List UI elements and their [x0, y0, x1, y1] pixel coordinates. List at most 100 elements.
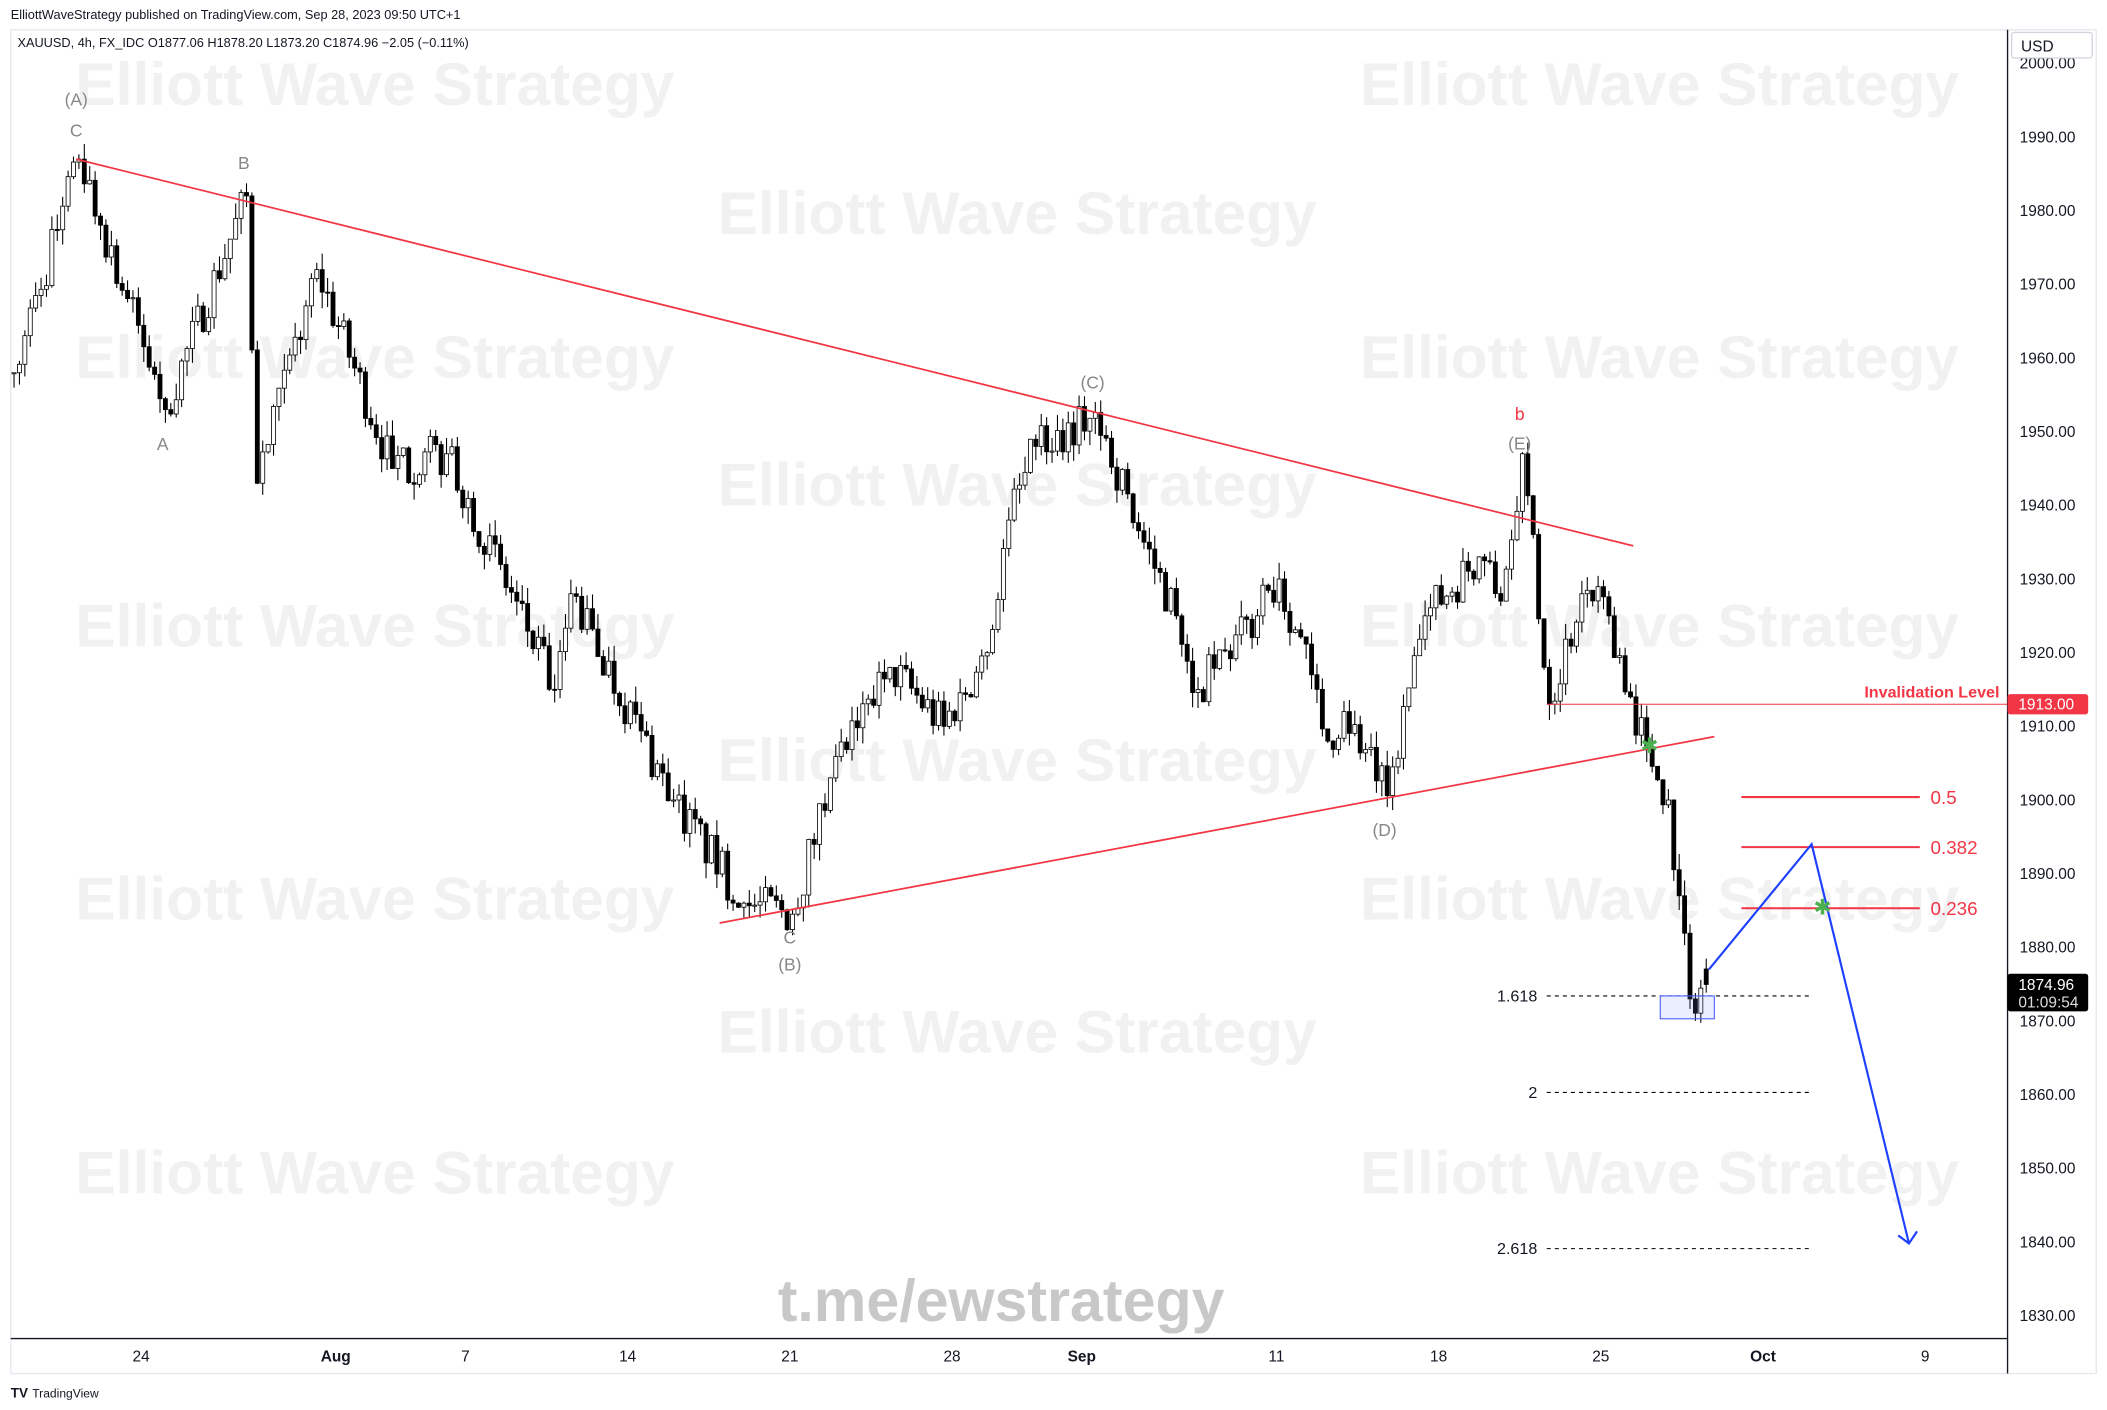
candle[interactable]: [1125, 462, 1131, 500]
candle[interactable]: [22, 330, 28, 377]
candle[interactable]: [757, 886, 763, 918]
candle[interactable]: [379, 425, 385, 473]
candle[interactable]: [579, 586, 585, 634]
candle[interactable]: [649, 725, 655, 781]
candle[interactable]: [1692, 993, 1698, 1021]
candle[interactable]: [254, 340, 260, 485]
candle[interactable]: [1114, 457, 1120, 503]
candle[interactable]: [206, 307, 212, 336]
candle[interactable]: [546, 632, 552, 691]
candle[interactable]: [1438, 574, 1444, 606]
candle[interactable]: [709, 834, 714, 865]
candle[interactable]: [54, 214, 60, 241]
candle[interactable]: [1638, 703, 1644, 746]
candle[interactable]: [671, 788, 677, 808]
candle[interactable]: [1152, 535, 1158, 585]
price-axis[interactable]: 2000.00 1990.00 1980.00 1970.00 1960.00 1950.…: [2007, 56, 2089, 1325]
candle[interactable]: [1633, 684, 1639, 745]
candle[interactable]: [563, 614, 568, 661]
candle[interactable]: [92, 171, 98, 225]
candle[interactable]: [973, 666, 979, 699]
candle[interactable]: [1287, 602, 1293, 646]
candle[interactable]: [1676, 854, 1682, 911]
candle[interactable]: [1119, 468, 1125, 496]
candle[interactable]: [644, 721, 649, 738]
candle[interactable]: [806, 838, 812, 908]
candle[interactable]: [1282, 571, 1287, 620]
candle[interactable]: [1314, 663, 1320, 704]
candle[interactable]: [368, 406, 374, 430]
candle[interactable]: [676, 784, 682, 814]
candle[interactable]: [1568, 632, 1574, 654]
target-box[interactable]: [1659, 995, 1715, 1020]
candle[interactable]: [190, 306, 195, 363]
candle[interactable]: [1374, 731, 1379, 793]
candle[interactable]: [1406, 687, 1412, 712]
candle[interactable]: [1482, 553, 1487, 577]
candle[interactable]: [1352, 710, 1358, 737]
candle[interactable]: [1098, 400, 1104, 451]
candle[interactable]: [665, 758, 671, 802]
candle[interactable]: [1071, 411, 1077, 461]
candle[interactable]: [703, 821, 709, 879]
candle[interactable]: [1363, 742, 1369, 762]
candle[interactable]: [71, 156, 76, 180]
candle[interactable]: [817, 803, 822, 861]
candle[interactable]: [465, 490, 471, 524]
candle[interactable]: [514, 580, 520, 616]
candle[interactable]: [1276, 562, 1282, 611]
candle[interactable]: [1525, 442, 1531, 506]
candle[interactable]: [1055, 415, 1060, 457]
candle[interactable]: [968, 691, 974, 698]
candle[interactable]: [184, 346, 190, 376]
candle[interactable]: [1536, 528, 1542, 625]
candle[interactable]: [65, 170, 71, 212]
candle[interactable]: [1428, 593, 1433, 631]
candle[interactable]: [882, 659, 887, 693]
candle[interactable]: [1244, 614, 1250, 634]
candle[interactable]: [341, 313, 347, 330]
candle[interactable]: [422, 448, 428, 483]
candle[interactable]: [914, 676, 920, 704]
candle[interactable]: [211, 262, 217, 329]
candle[interactable]: [1260, 577, 1266, 625]
candle[interactable]: [1444, 594, 1450, 610]
candle[interactable]: [763, 876, 768, 912]
candle[interactable]: [1487, 551, 1493, 565]
candle[interactable]: [1465, 552, 1471, 582]
candle[interactable]: [1449, 587, 1455, 603]
candle[interactable]: [1292, 626, 1298, 634]
candle[interactable]: [595, 614, 601, 657]
candle[interactable]: [308, 273, 314, 318]
candle[interactable]: [909, 661, 914, 695]
candle[interactable]: [1146, 527, 1152, 565]
candle[interactable]: [1163, 567, 1169, 612]
candle[interactable]: [898, 655, 904, 701]
candle[interactable]: [984, 651, 990, 670]
candle[interactable]: [1049, 437, 1055, 463]
candle[interactable]: [1682, 880, 1688, 946]
candle[interactable]: [314, 262, 320, 282]
candle[interactable]: [244, 183, 249, 207]
candle[interactable]: [849, 706, 855, 761]
candle[interactable]: [1206, 647, 1212, 707]
candle[interactable]: [1422, 600, 1428, 651]
candle[interactable]: [568, 579, 574, 633]
candle[interactable]: [681, 780, 687, 842]
candle[interactable]: [627, 699, 633, 730]
candle[interactable]: [292, 322, 298, 362]
candle[interactable]: [919, 687, 925, 712]
candle[interactable]: [411, 472, 417, 500]
candle[interactable]: [1136, 512, 1141, 539]
candle[interactable]: [557, 640, 563, 699]
candle[interactable]: [233, 203, 239, 240]
candle[interactable]: [541, 624, 547, 650]
candle[interactable]: [1238, 600, 1244, 645]
candle[interactable]: [692, 797, 698, 834]
candle[interactable]: [779, 894, 785, 918]
candle[interactable]: [773, 885, 779, 908]
candle[interactable]: [1065, 411, 1071, 463]
candle[interactable]: [1584, 577, 1590, 608]
candle[interactable]: [460, 485, 466, 519]
candle[interactable]: [438, 440, 444, 488]
